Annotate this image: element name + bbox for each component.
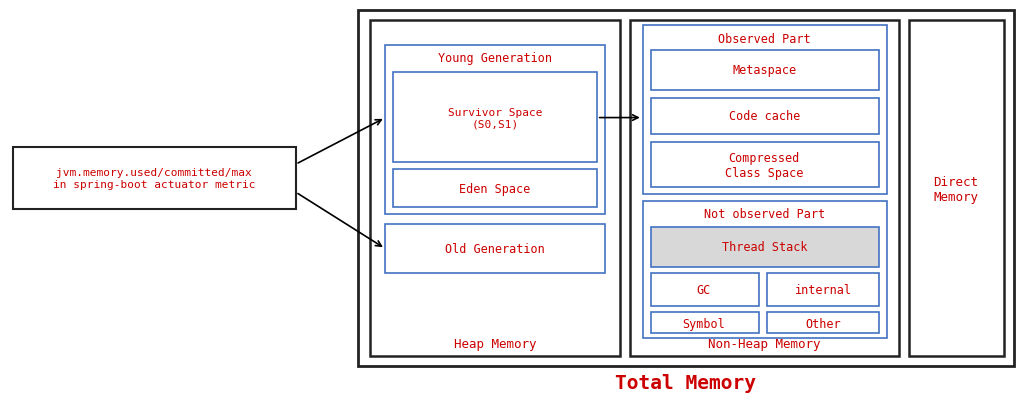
Bar xyxy=(642,26,887,194)
Bar xyxy=(359,11,1014,366)
Bar xyxy=(642,201,887,338)
Text: Old Generation: Old Generation xyxy=(445,243,545,255)
Text: internal: internal xyxy=(795,283,851,296)
Text: Symbol: Symbol xyxy=(683,317,725,330)
Text: Young Generation: Young Generation xyxy=(438,53,552,65)
Text: Not observed Part: Not observed Part xyxy=(704,208,824,221)
Bar xyxy=(386,224,604,274)
Text: Eden Space: Eden Space xyxy=(460,182,530,195)
Text: Direct
Memory: Direct Memory xyxy=(933,176,979,204)
Text: Total Memory: Total Memory xyxy=(615,373,756,392)
Text: jvm.memory.used/committed/max
in spring-boot actuator metric: jvm.memory.used/committed/max in spring-… xyxy=(52,168,255,190)
Bar xyxy=(651,274,760,306)
Bar xyxy=(386,46,604,215)
Bar xyxy=(651,227,879,267)
Bar xyxy=(909,21,1003,356)
Bar xyxy=(651,143,879,188)
Bar xyxy=(630,21,898,356)
Text: Metaspace: Metaspace xyxy=(732,64,797,77)
Text: Compressed
Class Space: Compressed Class Space xyxy=(725,152,804,180)
Text: Thread Stack: Thread Stack xyxy=(722,241,807,253)
Text: Heap Memory: Heap Memory xyxy=(453,337,537,350)
Text: Non-Heap Memory: Non-Heap Memory xyxy=(708,337,820,350)
Text: GC: GC xyxy=(696,283,710,296)
Bar xyxy=(13,148,296,209)
Bar xyxy=(767,274,879,306)
Bar xyxy=(651,51,879,91)
Bar xyxy=(767,312,879,333)
Text: Code cache: Code cache xyxy=(729,110,800,123)
Bar xyxy=(370,21,620,356)
Text: Survivor Space
(S0,S1): Survivor Space (S0,S1) xyxy=(448,107,543,129)
Bar xyxy=(394,170,597,207)
Bar xyxy=(651,312,760,333)
Bar xyxy=(651,99,879,135)
Text: Observed Part: Observed Part xyxy=(718,32,811,45)
Text: Other: Other xyxy=(805,317,841,330)
Bar xyxy=(394,73,597,163)
